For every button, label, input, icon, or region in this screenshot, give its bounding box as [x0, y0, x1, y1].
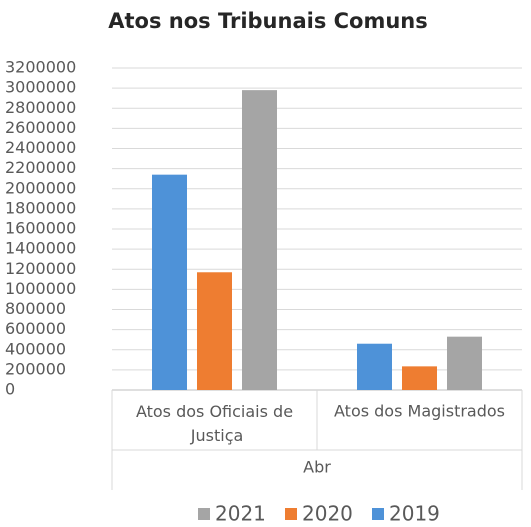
bar: [357, 343, 392, 390]
y-tick-label: 0: [5, 380, 15, 399]
x-axis-label: Abr: [303, 458, 331, 477]
y-tick-label: 800000: [5, 299, 66, 318]
legend-label: 2019: [389, 502, 440, 526]
legend-label: 2020: [302, 502, 353, 526]
legend-swatch: [198, 508, 210, 520]
y-tick-label: 600000: [5, 319, 66, 338]
x-tick-label: Atos dos Oficiais de Justiça: [136, 402, 293, 445]
x-tick-label: Atos dos Magistrados: [334, 402, 505, 421]
y-tick-label: 2600000: [5, 118, 76, 137]
bar: [447, 336, 482, 390]
y-tick-label: 1600000: [5, 219, 76, 238]
y-tick-label: 400000: [5, 339, 66, 358]
y-tick-label: 3200000: [5, 58, 76, 77]
y-tick-label: 1000000: [5, 279, 76, 298]
y-tick-label: 2200000: [5, 158, 76, 177]
y-tick-label: 1400000: [5, 239, 76, 258]
chart-title: Atos nos Tribunais Comuns: [108, 9, 428, 33]
y-tick-label: 2000000: [5, 178, 76, 197]
y-tick-label: 2400000: [5, 138, 76, 157]
y-tick-label: 2800000: [5, 98, 76, 117]
bar: [242, 90, 277, 390]
y-tick-label: 3000000: [5, 78, 76, 97]
bar: [402, 366, 437, 390]
legend-swatch: [372, 508, 384, 520]
legend-swatch: [285, 508, 297, 520]
bar: [197, 272, 232, 390]
y-tick-label: 200000: [5, 359, 66, 378]
legend-label: 2021: [215, 502, 266, 526]
bar: [152, 174, 187, 390]
y-tick-label: 1800000: [5, 198, 76, 217]
y-tick-label: 1200000: [5, 259, 76, 278]
